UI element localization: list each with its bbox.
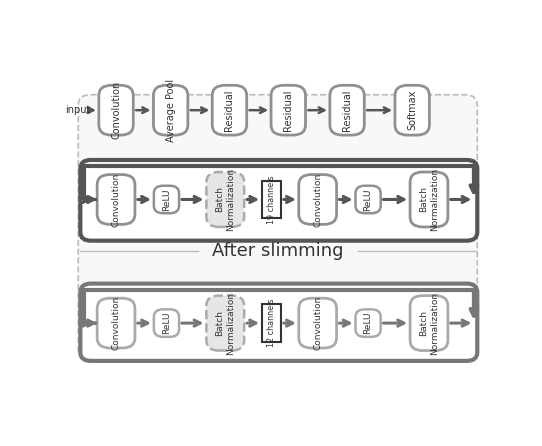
Text: input: input [66,105,91,115]
Text: Batch
Normalization: Batch Normalization [420,292,438,355]
FancyBboxPatch shape [212,85,247,135]
FancyBboxPatch shape [330,85,364,135]
Text: Convolution: Convolution [112,172,120,227]
FancyBboxPatch shape [395,85,429,135]
FancyBboxPatch shape [410,172,448,227]
FancyBboxPatch shape [154,186,179,213]
Bar [262,304,281,342]
FancyBboxPatch shape [410,296,448,351]
Text: Residual: Residual [283,90,293,131]
FancyBboxPatch shape [80,160,478,241]
Text: After slimming: After slimming [212,242,344,260]
Text: ReLU: ReLU [364,188,372,211]
FancyBboxPatch shape [299,298,337,348]
Text: Batch
Normalization: Batch Normalization [216,292,235,355]
FancyBboxPatch shape [80,284,478,361]
Text: Convolution: Convolution [313,296,322,350]
FancyBboxPatch shape [207,172,244,227]
Bar [262,181,281,219]
FancyBboxPatch shape [356,186,380,213]
Text: Convolution: Convolution [112,296,120,350]
Text: Convolution: Convolution [111,81,121,139]
FancyBboxPatch shape [299,174,337,224]
FancyBboxPatch shape [99,85,133,135]
Text: Softmax: Softmax [407,90,417,130]
FancyBboxPatch shape [97,298,135,348]
FancyBboxPatch shape [207,296,244,351]
FancyBboxPatch shape [154,310,179,337]
Text: Residual: Residual [224,90,235,131]
Text: 12 channels: 12 channels [267,299,276,347]
FancyBboxPatch shape [271,85,306,135]
Text: Residual: Residual [342,90,352,131]
Text: 19 channels: 19 channels [267,175,276,224]
Text: Average Pool: Average Pool [166,78,176,142]
FancyBboxPatch shape [97,174,135,224]
Text: Convolution: Convolution [313,172,322,227]
FancyBboxPatch shape [78,95,478,361]
Text: ReLU: ReLU [162,188,171,211]
Text: Batch
Normalization: Batch Normalization [420,168,438,231]
Text: Batch
Normalization: Batch Normalization [216,168,235,231]
Text: ReLU: ReLU [162,312,171,334]
FancyBboxPatch shape [153,85,188,135]
Text: ReLU: ReLU [364,312,372,334]
FancyBboxPatch shape [356,310,380,337]
